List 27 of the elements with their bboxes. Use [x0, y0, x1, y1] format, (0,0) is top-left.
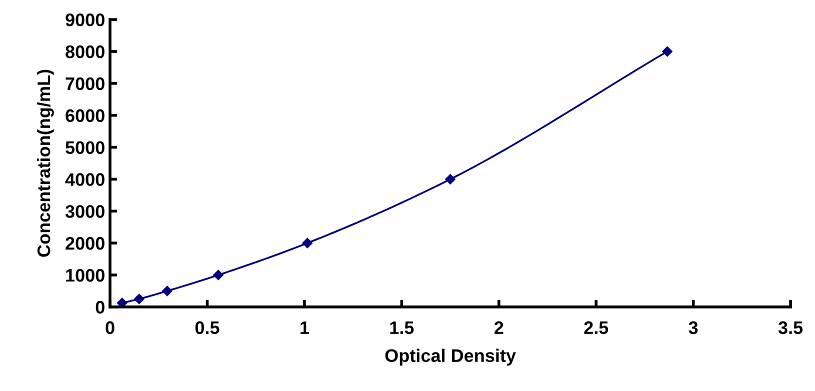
point	[662, 46, 672, 57]
point	[134, 294, 144, 304]
x-tick-label: 2	[494, 321, 504, 334]
y-axis-title: Concentration(ng/mL)	[36, 70, 54, 257]
x-tick-label: 3	[688, 321, 698, 334]
y-tick-label: 9000	[66, 13, 104, 26]
y-tick-label: 1000	[66, 268, 104, 282]
y-tick-label: 2000	[66, 237, 104, 250]
y-tick-label: 5000	[66, 141, 104, 154]
x-tick-label: 0.5	[195, 321, 220, 334]
point	[116, 298, 128, 307]
point	[213, 270, 224, 280]
x-tick-label: 1.5	[390, 321, 414, 334]
x-axis-title: Optical Density	[385, 348, 516, 366]
y-tick-label: 3000	[65, 205, 104, 218]
y-tick-label: 6000	[66, 109, 104, 122]
x-tick-label: 2.5	[584, 321, 608, 334]
point	[162, 286, 172, 296]
x-tick-label: 0	[106, 321, 114, 334]
x-tick-label: 3.5	[778, 321, 803, 334]
point	[302, 238, 312, 248]
y-tick-label: 0	[96, 300, 104, 314]
y-tick-label: 8000	[66, 45, 104, 58]
y-tick-label: 7000	[66, 77, 104, 90]
x-tick-label: 1	[300, 321, 309, 334]
y-tick-label: 4000	[65, 173, 104, 186]
point	[445, 174, 456, 184]
